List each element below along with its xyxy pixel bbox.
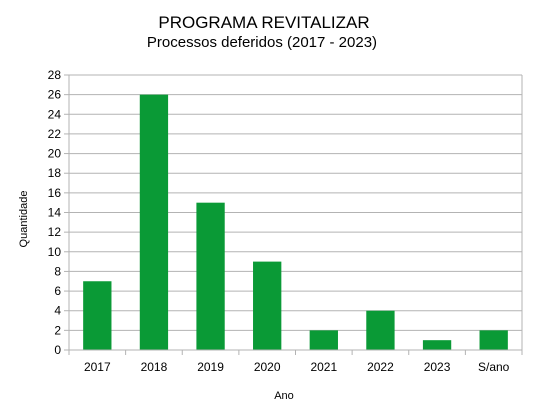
bar-2019 — [196, 202, 225, 350]
bar-2023 — [422, 340, 452, 350]
y-tick-label: 0 — [54, 343, 61, 357]
gridlines — [64, 74, 523, 355]
bar-2020 — [253, 261, 282, 350]
x-axis-label: Ano — [274, 390, 294, 402]
x-tick-label: 2018 — [141, 360, 168, 374]
bar-s-ano — [479, 330, 508, 350]
y-tick-label: 12 — [48, 225, 62, 239]
x-tick-label: 2019 — [197, 360, 224, 374]
y-tick-label: 22 — [48, 127, 62, 141]
y-tick-label: 10 — [48, 245, 62, 259]
y-tick-label: 6 — [54, 284, 61, 298]
bars — [83, 94, 508, 351]
y-tick-label: 26 — [48, 88, 62, 102]
x-tick-label: 2017 — [84, 360, 111, 374]
bar-2017 — [83, 281, 112, 350]
y-tick-label: 16 — [48, 186, 62, 200]
x-tick-label: 2020 — [254, 360, 281, 374]
y-tick-label: 28 — [48, 68, 62, 82]
y-tick-label: 20 — [48, 147, 62, 161]
y-tick-label: 8 — [54, 264, 61, 278]
x-tick-labels: 2017 2018 2019 2020 2021 2022 2023 S/ano — [84, 360, 510, 374]
x-tick-label: 2022 — [367, 360, 394, 374]
x-tick-label: 2023 — [424, 360, 451, 374]
y-axis-label: Quantidade — [18, 191, 30, 248]
bar-2022 — [366, 310, 395, 350]
x-tick-label: 2021 — [310, 360, 337, 374]
bar-2021 — [309, 330, 338, 350]
y-tick-label: 18 — [48, 166, 62, 180]
x-tick-label: S/ano — [478, 360, 510, 374]
bar-2018 — [139, 94, 169, 351]
y-tick-label: 4 — [54, 304, 61, 318]
y-tick-label: 14 — [48, 206, 62, 220]
y-tick-label: 24 — [48, 107, 62, 121]
chart-subtitle: Processos deferidos (2017 - 2023) — [147, 34, 377, 51]
y-tick-label: 2 — [54, 323, 61, 337]
chart-title: PROGRAMA REVITALIZAR — [158, 13, 369, 32]
